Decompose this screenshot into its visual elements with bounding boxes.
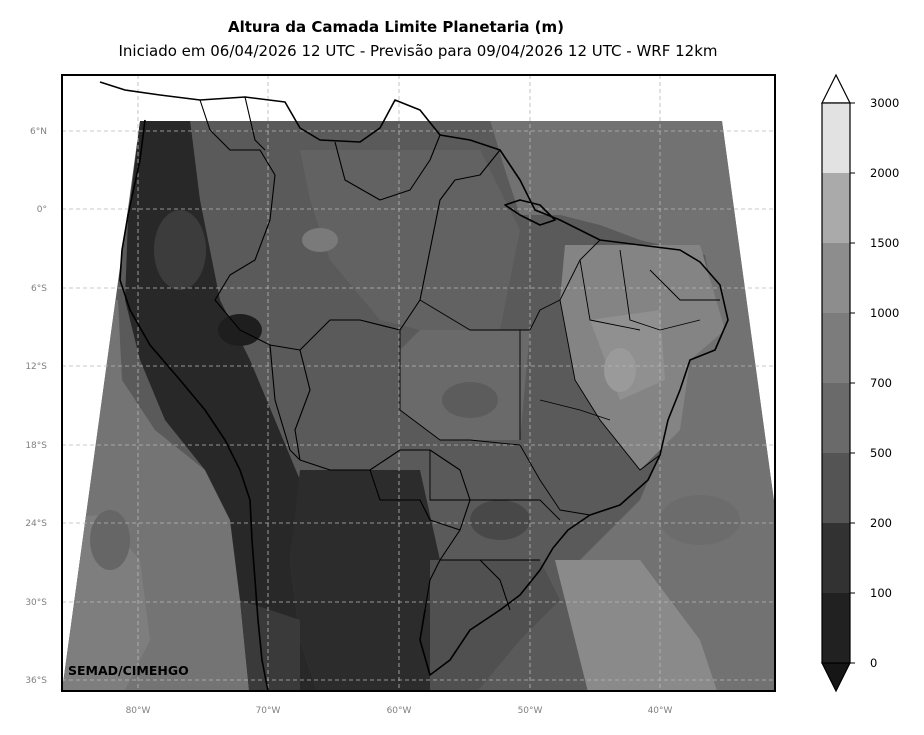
blh-field [62, 121, 775, 691]
map-title: Altura da Camada Limite Planetaria (m) [227, 18, 565, 36]
colorbar: 0 100 200 500 700 1000 1500 2000 3000 [821, 73, 899, 693]
map-area: SEMAD/CIMEHGO [62, 75, 775, 691]
longitude-axis: 80°W 70°W 60°W 50°W 40°W [126, 706, 673, 716]
lon-label: 80°W [126, 706, 151, 716]
colorbar-tick-label: 100 [870, 586, 892, 600]
colorbar-ticks: 0 100 200 500 700 1000 1500 2000 3000 [850, 96, 899, 670]
latitude-axis: 6°N 0° 6°S 12°S 18°S 24°S 30°S 36°S [25, 127, 47, 686]
lon-label: 40°W [648, 706, 673, 716]
colorbar-segments [822, 103, 850, 663]
coastlines [99, 81, 729, 691]
colorbar-tick-label: 1500 [870, 236, 899, 250]
country-borders [199, 96, 511, 611]
lat-label: 30°S [25, 598, 47, 608]
colorbar-over-triangle [821, 73, 851, 104]
lat-label: 36°S [25, 676, 47, 686]
lon-label: 50°W [518, 706, 543, 716]
colorbar-tick-label: 1000 [870, 306, 899, 320]
colorbar-segment [822, 313, 850, 383]
colorbar-segment [822, 173, 850, 243]
colorbar-tick-label: 3000 [870, 96, 899, 110]
colorbar-tick-label: 200 [870, 516, 892, 530]
colorbar-segment [822, 523, 850, 593]
lat-label: 6°S [31, 284, 47, 294]
colorbar-segment [822, 383, 850, 453]
credit-label: SEMAD/CIMEHGO [68, 663, 189, 678]
colorbar-segment [822, 593, 850, 663]
map-frame [61, 74, 776, 692]
lat-label: 18°S [25, 441, 47, 451]
lat-label: 24°S [25, 519, 47, 529]
gridlines [62, 75, 775, 691]
colorbar-under-triangle [821, 662, 851, 693]
colorbar-segment [822, 453, 850, 523]
lon-label: 70°W [256, 706, 281, 716]
colorbar-segment [822, 103, 850, 173]
colorbar-tick-label: 0 [870, 656, 877, 670]
colorbar-tick-label: 500 [870, 446, 892, 460]
lat-label: 0° [37, 205, 47, 215]
state-borders [399, 239, 720, 561]
colorbar-tick-label: 700 [870, 376, 892, 390]
map-subtitle: Iniciado em 06/04/2026 12 UTC - Previsão… [118, 42, 718, 60]
colorbar-tick-label: 2000 [870, 166, 899, 180]
lon-label: 60°W [387, 706, 412, 716]
colorbar-segment [822, 243, 850, 313]
lat-label: 12°S [25, 362, 47, 372]
lat-label: 6°N [30, 127, 47, 137]
